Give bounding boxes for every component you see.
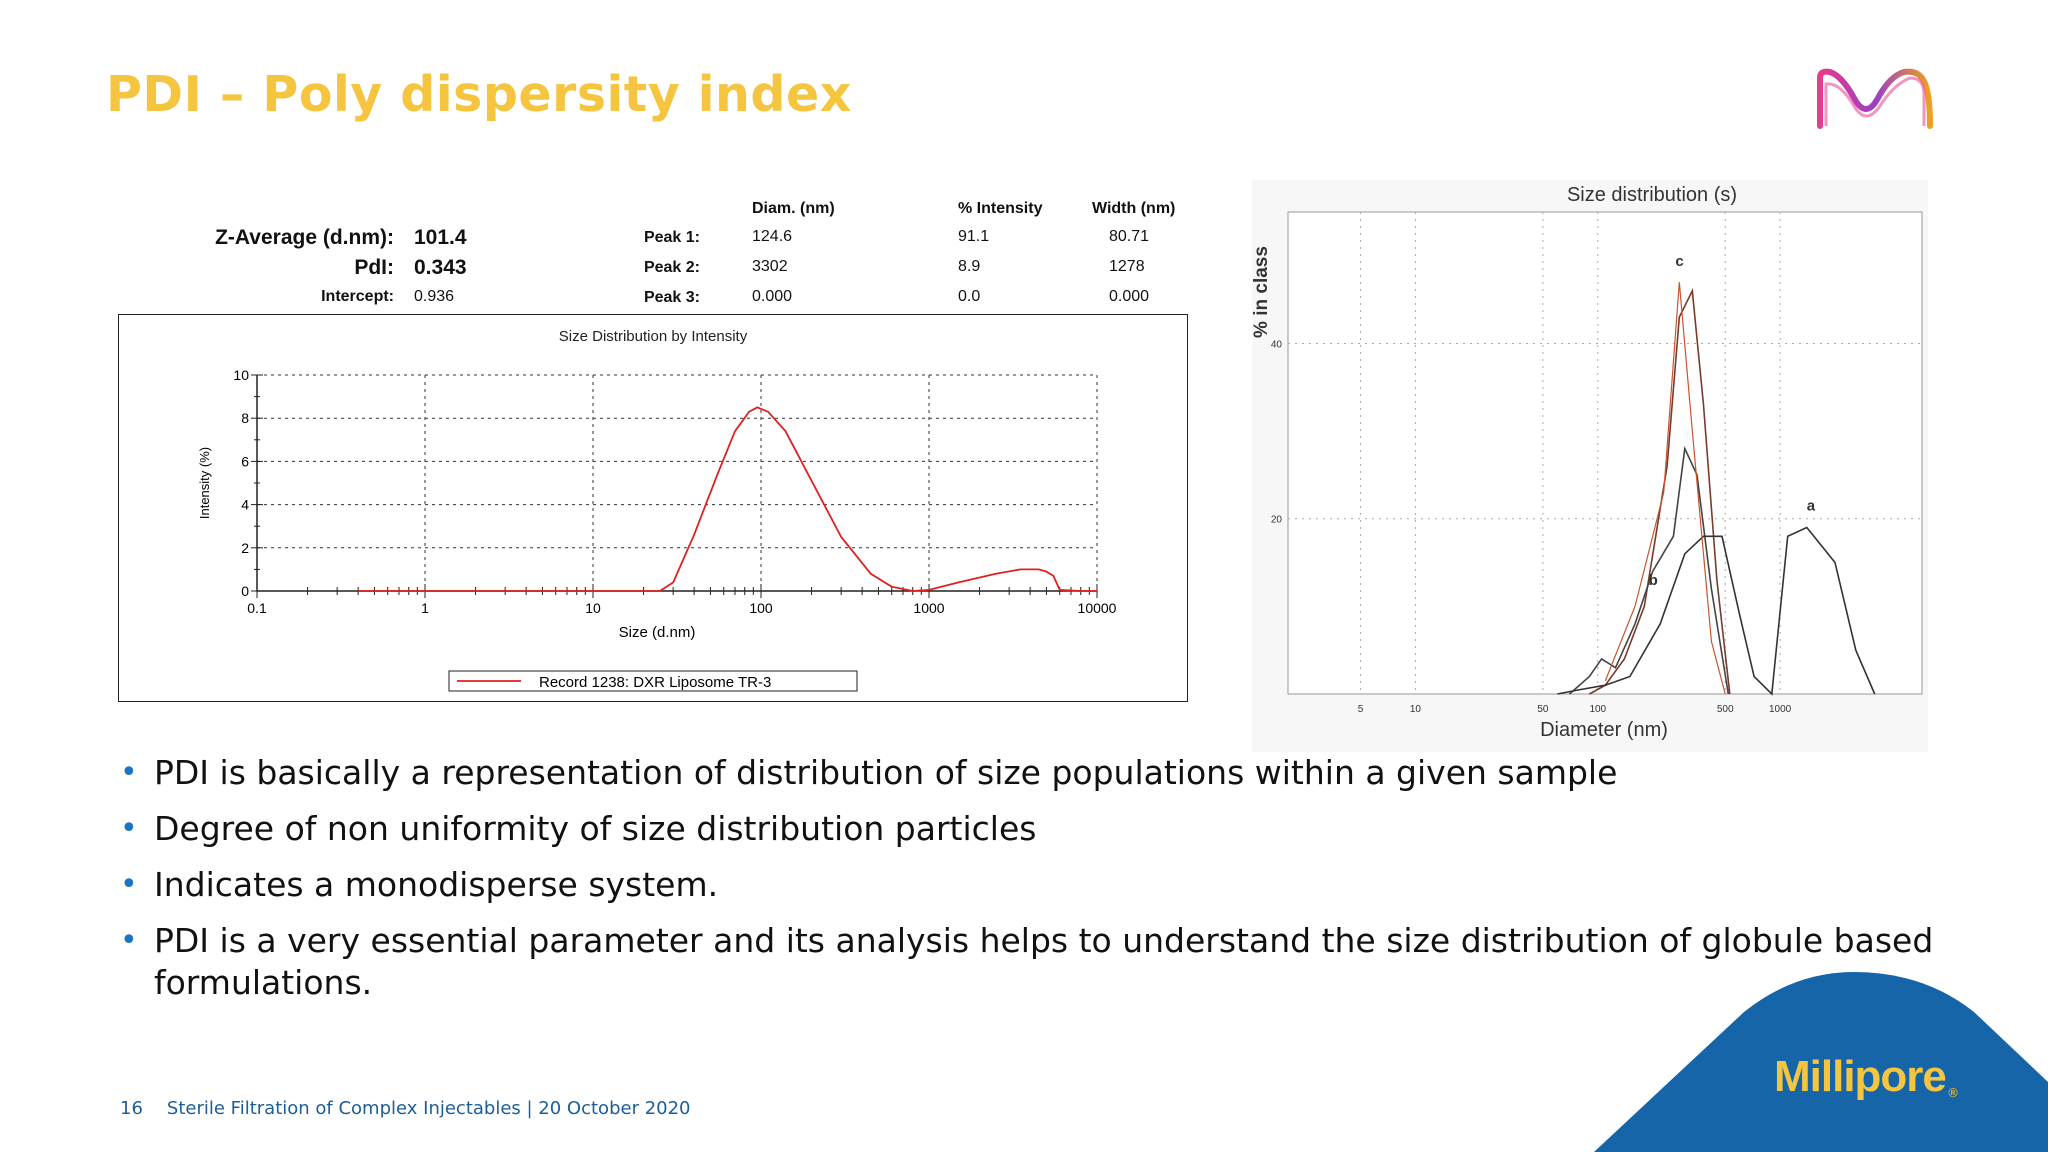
legend-label: Record 1238: DXR Liposome TR-3 bbox=[539, 674, 771, 691]
peak-3-label: Peak 3: bbox=[643, 289, 700, 306]
bullet-dot-icon: • bbox=[120, 867, 138, 902]
x-axis-label: Size (d.nm) bbox=[619, 624, 696, 641]
peak-2-width: 1278 bbox=[1109, 258, 1145, 275]
y-tick-label: 0 bbox=[241, 583, 249, 599]
y-axis-label: % in class bbox=[1252, 246, 1272, 338]
peak-1-label: Peak 1: bbox=[643, 229, 700, 246]
bullet-text: PDI is a very essential parameter and it… bbox=[154, 921, 1934, 1002]
y-tick-label: 8 bbox=[241, 410, 249, 426]
intercept-value: 0.936 bbox=[414, 288, 455, 305]
x-tick-label: 50 bbox=[1537, 704, 1549, 715]
x-tick-label: 5 bbox=[1358, 704, 1364, 715]
plot-area bbox=[1287, 211, 1923, 695]
x-tick-label: 10 bbox=[585, 600, 601, 616]
brand-name: Millipore bbox=[1774, 1052, 1947, 1101]
peak-3-width: 0.000 bbox=[1109, 288, 1150, 305]
bullet-dot-icon: • bbox=[120, 923, 138, 958]
peak-2-label: Peak 2: bbox=[643, 259, 700, 276]
brand-corner-shape bbox=[1594, 972, 2048, 1152]
bullet-item: • PDI is basically a representation of di… bbox=[120, 752, 1960, 794]
bullet-item: • PDI is a very essential parameter and i… bbox=[120, 920, 1960, 1004]
peak-1-width: 80.71 bbox=[1109, 228, 1150, 245]
peak-3-intensity: 0.0 bbox=[958, 288, 981, 305]
x-tick-label: 10 bbox=[1410, 704, 1422, 715]
intercept-label: Intercept: bbox=[321, 288, 394, 305]
bullet-text: PDI is basically a representation of dis… bbox=[154, 753, 1618, 792]
peak-2-diam: 3302 bbox=[752, 258, 788, 275]
slide-title: PDI – Poly dispersity index bbox=[106, 66, 852, 123]
x-tick-label: 500 bbox=[1717, 704, 1734, 715]
m-logo-icon bbox=[1817, 68, 1933, 129]
y-tick-label: 2 bbox=[241, 540, 249, 556]
chart-title: Size Distribution by Intensity bbox=[559, 328, 748, 345]
page-number: 16 bbox=[120, 1098, 143, 1119]
diam-header: Diam. (nm) bbox=[752, 200, 835, 217]
bullet-item: • Indicates a monodisperse system. bbox=[120, 864, 1960, 906]
bullet-text: Degree of non uniformity of size distrib… bbox=[154, 809, 1037, 848]
bullet-item: • Degree of non uniformity of size distri… bbox=[120, 808, 1960, 850]
peak-1-diam: 124.6 bbox=[752, 228, 793, 245]
pdi-value: 0.343 bbox=[414, 256, 467, 279]
y-tick-label: 40 bbox=[1271, 339, 1283, 350]
y-tick-label: 20 bbox=[1271, 515, 1283, 526]
y-tick-label: 10 bbox=[233, 367, 249, 383]
x-tick-label: 1 bbox=[421, 600, 429, 616]
series-line-c bbox=[1589, 288, 1731, 695]
x-axis-label: Diameter (nm) bbox=[1540, 719, 1668, 741]
bullet-list: • PDI is basically a representation of di… bbox=[120, 752, 1960, 1004]
x-tick-label: 1000 bbox=[1769, 704, 1792, 715]
x-tick-label: 1000 bbox=[913, 600, 944, 616]
annotation-b: b bbox=[1649, 572, 1658, 589]
peak-1-intensity: 91.1 bbox=[958, 228, 990, 245]
z-average-value: 101.4 bbox=[414, 226, 467, 249]
series-line-a bbox=[1557, 526, 1876, 696]
annotation-a: a bbox=[1807, 498, 1816, 515]
size-distribution-chart: Size distribution (s) 20 40 5 10 50 100 500 1000… bbox=[1252, 180, 1928, 752]
y-tick-label: 6 bbox=[241, 453, 249, 469]
intensity-chart-panel: Size Distribution by Intensity 0 2 4 6 8 10 0.1… bbox=[118, 314, 1188, 702]
bullet-dot-icon: • bbox=[120, 755, 138, 790]
peak-3-diam: 0.000 bbox=[752, 288, 793, 305]
footer-text: Sterile Filtration of Complex Injectable… bbox=[166, 1098, 691, 1119]
bullet-dot-icon: • bbox=[120, 811, 138, 846]
y-axis-label: Intensity (%) bbox=[197, 447, 212, 519]
peak-2-intensity: 8.9 bbox=[958, 258, 981, 275]
series-line-record-1238 bbox=[358, 406, 1097, 592]
x-tick-label: 100 bbox=[749, 600, 773, 616]
footer: 16 Sterile Filtration of Complex Injectab… bbox=[120, 1098, 691, 1119]
annotation-c: c bbox=[1675, 253, 1683, 270]
intensity-chart: Size Distribution by Intensity 0 2 4 6 8 10 0.1… bbox=[197, 328, 1117, 692]
brand-registered-mark: ® bbox=[1947, 1086, 1959, 1100]
x-tick-label: 0.1 bbox=[247, 600, 267, 616]
z-average-label: Z-Average (d.nm): bbox=[215, 226, 394, 249]
width-header: Width (nm) bbox=[1092, 200, 1176, 217]
bullet-text: Indicates a monodisperse system. bbox=[154, 865, 719, 904]
chart-title: Size distribution (s) bbox=[1567, 184, 1737, 206]
series-line-c-outline bbox=[1604, 282, 1726, 695]
pdi-label: PdI: bbox=[354, 256, 394, 279]
y-tick-label: 4 bbox=[241, 497, 249, 513]
legend-box bbox=[448, 670, 858, 692]
x-tick-label: 100 bbox=[1589, 704, 1606, 715]
intensity-header: % Intensity bbox=[958, 200, 1043, 217]
series-line-b bbox=[1568, 445, 1730, 695]
x-tick-label: 10000 bbox=[1078, 600, 1117, 616]
